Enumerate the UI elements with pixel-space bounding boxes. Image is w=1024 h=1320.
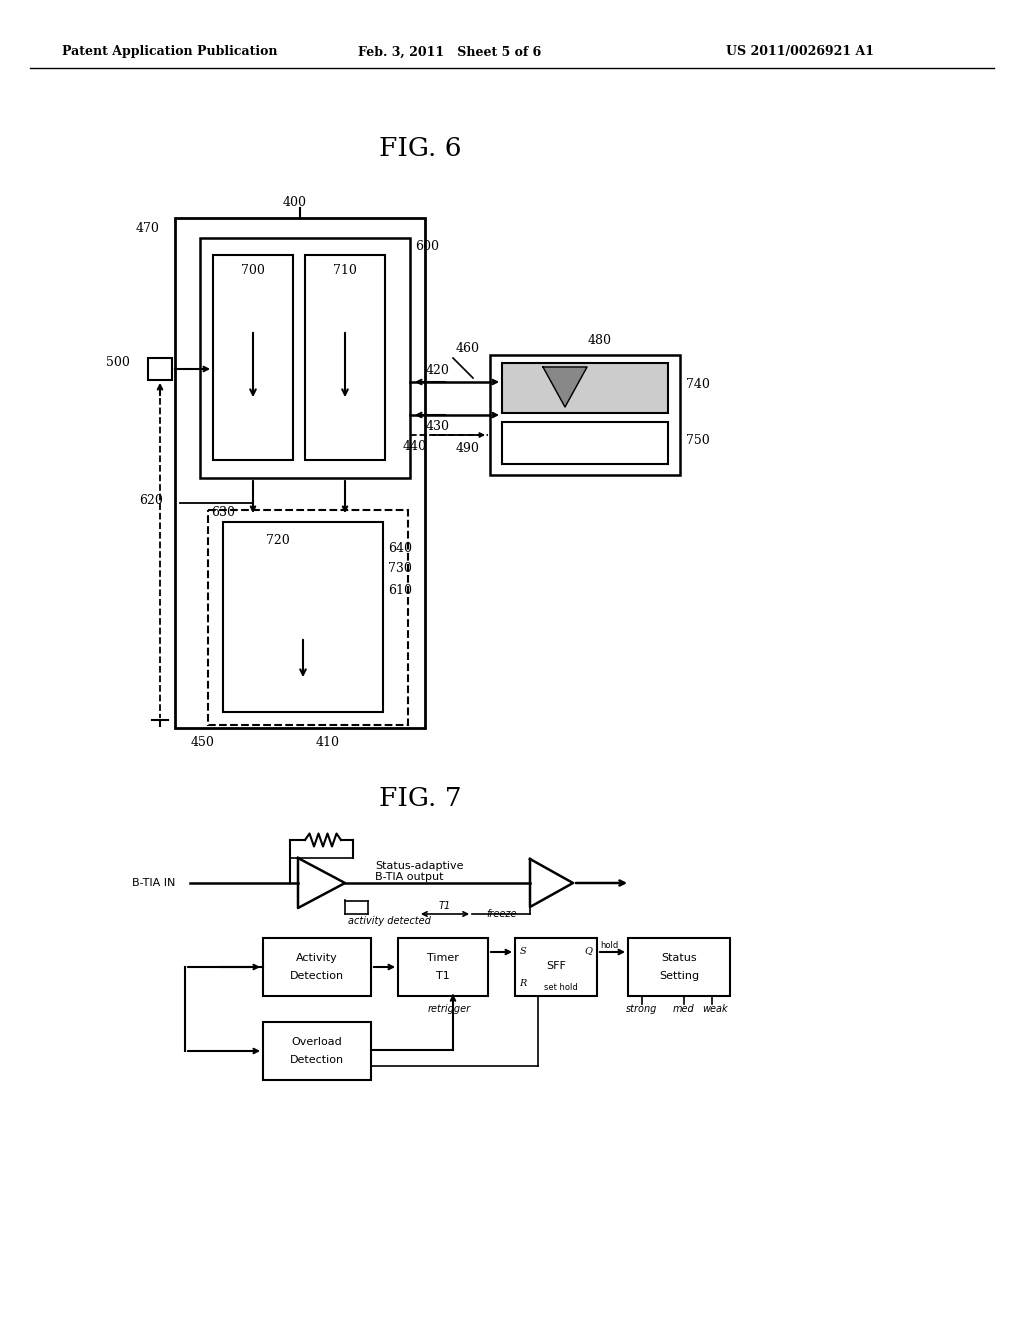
Text: FIG. 7: FIG. 7 bbox=[379, 785, 462, 810]
Text: 730: 730 bbox=[388, 561, 412, 574]
Bar bbox=[398, 939, 488, 997]
Bar bbox=[305, 255, 385, 459]
Text: B-TIA output: B-TIA output bbox=[375, 873, 443, 882]
Text: 460: 460 bbox=[456, 342, 480, 355]
Text: Feb. 3, 2011   Sheet 5 of 6: Feb. 3, 2011 Sheet 5 of 6 bbox=[358, 45, 542, 58]
Text: 700: 700 bbox=[241, 264, 265, 277]
Text: weak: weak bbox=[702, 1005, 728, 1014]
Bar bbox=[502, 422, 668, 465]
Text: SFF: SFF bbox=[546, 961, 566, 972]
Text: 600: 600 bbox=[415, 239, 439, 252]
Text: 630: 630 bbox=[211, 507, 234, 520]
Text: set hold: set hold bbox=[544, 983, 578, 993]
Text: 450: 450 bbox=[191, 737, 215, 750]
Text: retrigger: retrigger bbox=[428, 1005, 471, 1014]
Text: 490: 490 bbox=[456, 441, 480, 454]
Text: Activity: Activity bbox=[296, 953, 338, 964]
Text: 620: 620 bbox=[139, 494, 163, 507]
Bar bbox=[515, 939, 597, 997]
Bar bbox=[208, 510, 408, 725]
Text: 720: 720 bbox=[266, 533, 290, 546]
Text: T1: T1 bbox=[436, 972, 450, 981]
Text: Detection: Detection bbox=[290, 972, 344, 981]
Text: Timer: Timer bbox=[427, 953, 459, 964]
Text: 480: 480 bbox=[588, 334, 612, 347]
Text: 640: 640 bbox=[388, 541, 412, 554]
Text: hold: hold bbox=[600, 941, 618, 950]
Text: S: S bbox=[520, 946, 526, 956]
Text: strong: strong bbox=[627, 1005, 657, 1014]
Text: Status-adaptive: Status-adaptive bbox=[375, 861, 464, 871]
Text: 610: 610 bbox=[388, 583, 412, 597]
Text: Patent Application Publication: Patent Application Publication bbox=[62, 45, 278, 58]
Text: Setting: Setting bbox=[658, 972, 699, 981]
Text: 410: 410 bbox=[316, 737, 340, 750]
Text: 710: 710 bbox=[333, 264, 357, 277]
Text: B-TIA IN: B-TIA IN bbox=[132, 878, 175, 888]
Text: 470: 470 bbox=[136, 222, 160, 235]
Text: 500: 500 bbox=[106, 356, 130, 370]
Text: R: R bbox=[519, 978, 526, 987]
Text: freeze: freeze bbox=[486, 909, 516, 919]
Text: US 2011/0026921 A1: US 2011/0026921 A1 bbox=[726, 45, 874, 58]
Bar bbox=[263, 939, 371, 997]
Bar bbox=[263, 1022, 371, 1080]
Text: Status: Status bbox=[662, 953, 696, 964]
Text: 420: 420 bbox=[426, 363, 450, 376]
Text: activity detected: activity detected bbox=[348, 916, 431, 927]
Bar bbox=[223, 521, 383, 711]
Bar bbox=[200, 238, 410, 478]
Text: Overload: Overload bbox=[292, 1038, 342, 1047]
Polygon shape bbox=[543, 367, 587, 407]
Text: 440: 440 bbox=[403, 440, 427, 453]
Bar bbox=[148, 358, 172, 380]
Bar bbox=[628, 939, 730, 997]
Text: FIG. 6: FIG. 6 bbox=[379, 136, 461, 161]
Bar bbox=[502, 363, 668, 413]
Bar bbox=[175, 218, 425, 729]
Text: T1: T1 bbox=[439, 902, 452, 911]
Text: 400: 400 bbox=[283, 195, 307, 209]
Bar bbox=[490, 355, 680, 475]
Text: 740: 740 bbox=[686, 379, 710, 392]
Text: 750: 750 bbox=[686, 433, 710, 446]
Text: 430: 430 bbox=[426, 421, 450, 433]
Bar bbox=[213, 255, 293, 459]
Text: Detection: Detection bbox=[290, 1055, 344, 1065]
Text: med: med bbox=[673, 1005, 695, 1014]
Text: Q: Q bbox=[584, 946, 592, 956]
